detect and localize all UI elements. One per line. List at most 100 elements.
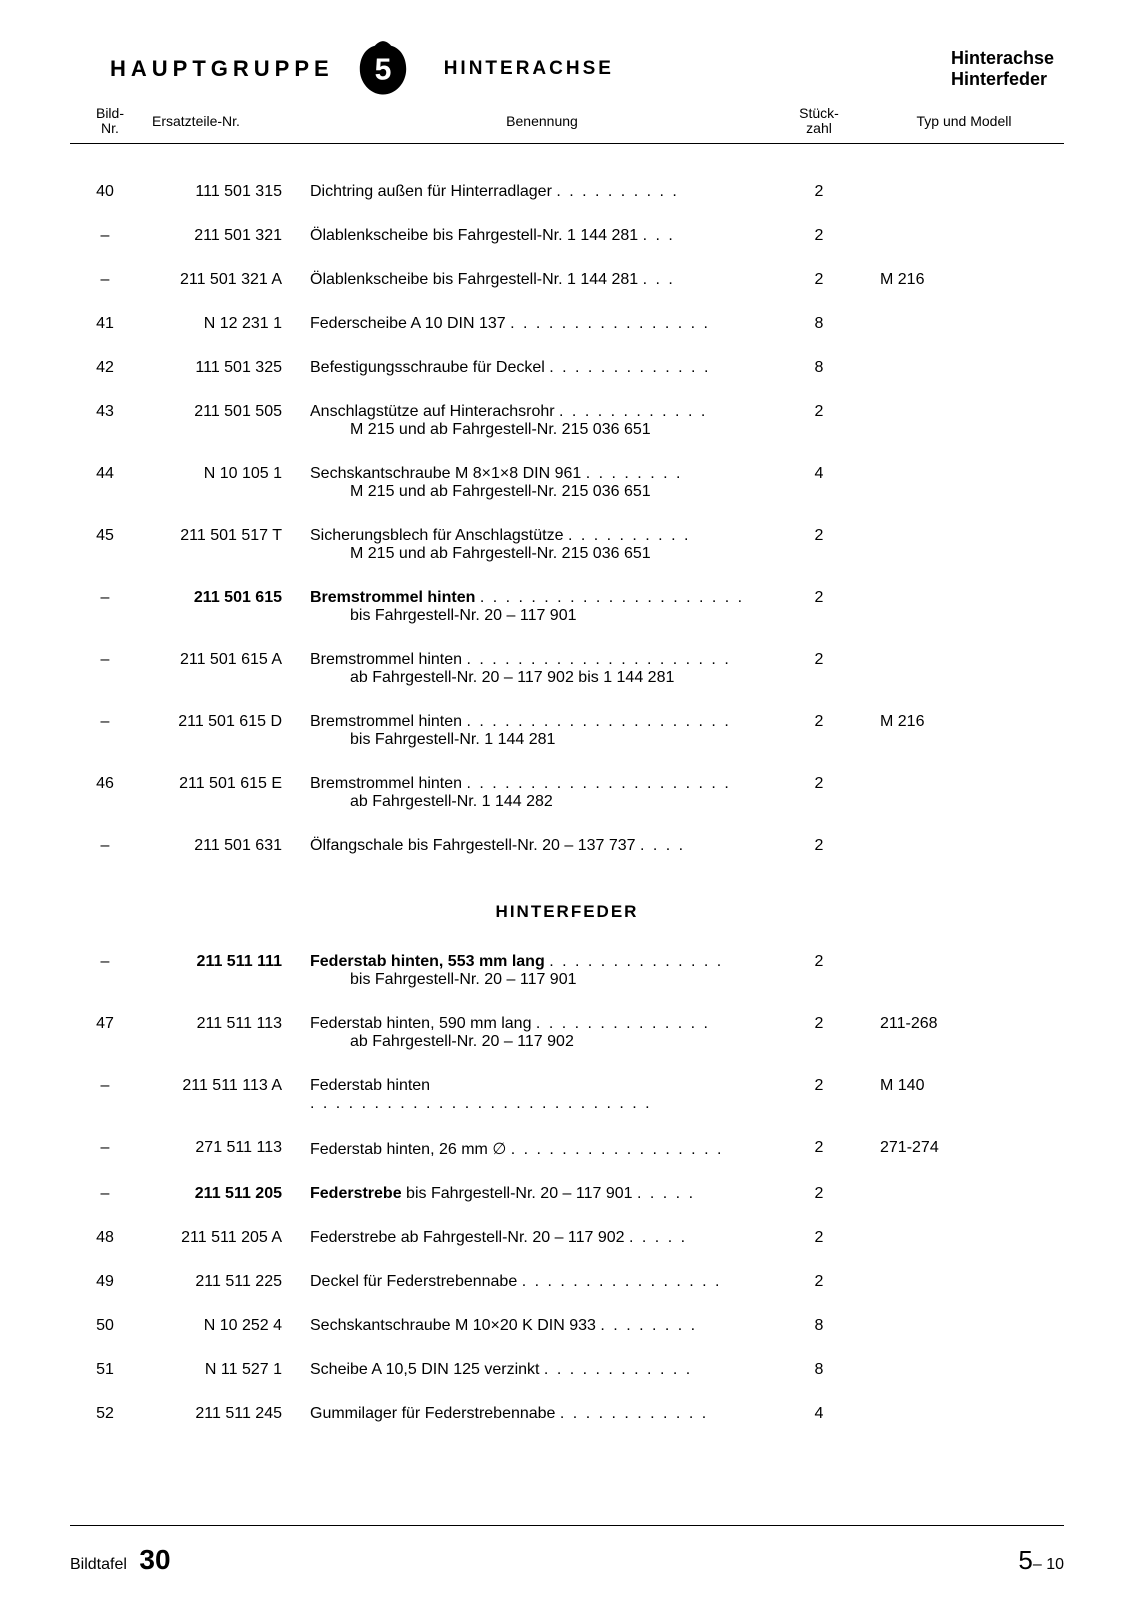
cell-part: 111 501 325 bbox=[140, 346, 310, 390]
cell-bild: – bbox=[70, 1172, 140, 1216]
cell-part: 271 511 113 bbox=[140, 1126, 310, 1172]
cell-part: N 10 105 1 bbox=[140, 452, 310, 514]
cell-bild: 43 bbox=[70, 390, 140, 452]
cell-desc: Bremstrommel hinten . . . . . . . . . . … bbox=[310, 638, 774, 700]
table-row: 43211 501 505Anschlagstütze auf Hinterac… bbox=[70, 390, 1064, 452]
cell-bild: 48 bbox=[70, 1216, 140, 1260]
table-row: 41N 12 231 1Federscheibe A 10 DIN 137 . … bbox=[70, 302, 1064, 346]
cell-desc: Gummilager für Federstrebennabe . . . . … bbox=[310, 1392, 774, 1436]
badge-number: 5 bbox=[374, 53, 391, 86]
cell-desc: Deckel für Federstrebennabe . . . . . . … bbox=[310, 1260, 774, 1304]
cell-desc: Sechskantschraube M 8×1×8 DIN 961 . . . … bbox=[310, 452, 774, 514]
cell-desc: Bremstrommel hinten . . . . . . . . . . … bbox=[310, 700, 774, 762]
cell-part: 211 501 505 bbox=[140, 390, 310, 452]
cell-part: 211 501 321 bbox=[140, 214, 310, 258]
cell-qty: 2 bbox=[774, 514, 864, 576]
cell-part: N 11 527 1 bbox=[140, 1348, 310, 1392]
cell-desc: Federstrebe ab Fahrgestell-Nr. 20 – 117 … bbox=[310, 1216, 774, 1260]
cell-part: 211 501 631 bbox=[140, 824, 310, 868]
cell-qty: 2 bbox=[774, 940, 864, 1002]
cell-desc: Bremstrommel hinten . . . . . . . . . . … bbox=[310, 762, 774, 824]
cell-mod bbox=[864, 576, 1064, 638]
cell-part: 211 501 615 A bbox=[140, 638, 310, 700]
cell-desc: Ölablenkscheibe bis Fahrgestell-Nr. 1 14… bbox=[310, 258, 774, 302]
table-row: –211 501 615 ABremstrommel hinten . . . … bbox=[70, 638, 1064, 700]
table-row: 44N 10 105 1Sechskantschraube M 8×1×8 DI… bbox=[70, 452, 1064, 514]
cell-mod: M 216 bbox=[864, 258, 1064, 302]
cell-bild: – bbox=[70, 824, 140, 868]
cell-desc: Federscheibe A 10 DIN 137 . . . . . . . … bbox=[310, 302, 774, 346]
cell-part: 211 511 113 A bbox=[140, 1064, 310, 1126]
cell-bild: – bbox=[70, 1126, 140, 1172]
cell-bild: 50 bbox=[70, 1304, 140, 1348]
cell-qty: 4 bbox=[774, 1392, 864, 1436]
cell-bild: 40 bbox=[70, 170, 140, 214]
cell-part: N 10 252 4 bbox=[140, 1304, 310, 1348]
cell-bild: 41 bbox=[70, 302, 140, 346]
cell-desc: Bremstrommel hinten . . . . . . . . . . … bbox=[310, 576, 774, 638]
col-bild: Bild- Nr. bbox=[70, 106, 140, 137]
col-stueck-1: Stück- bbox=[799, 105, 839, 121]
cell-mod bbox=[864, 1172, 1064, 1216]
cell-qty: 2 bbox=[774, 576, 864, 638]
page-footer: Bildtafel 30 5– 10 bbox=[70, 1525, 1064, 1576]
cell-desc: Ölablenkscheibe bis Fahrgestell-Nr. 1 14… bbox=[310, 214, 774, 258]
cell-mod bbox=[864, 452, 1064, 514]
col-bild-2: Nr. bbox=[101, 120, 119, 136]
cell-desc: Ölfangschale bis Fahrgestell-Nr. 20 – 13… bbox=[310, 824, 774, 868]
cell-mod bbox=[864, 346, 1064, 390]
cell-mod bbox=[864, 170, 1064, 214]
table-row: 49211 511 225Deckel für Federstrebennabe… bbox=[70, 1260, 1064, 1304]
cell-qty: 2 bbox=[774, 1064, 864, 1126]
table-row: 42111 501 325Befestigungsschraube für De… bbox=[70, 346, 1064, 390]
table-row: 40111 501 315Dichtring außen für Hinterr… bbox=[70, 170, 1064, 214]
cell-qty: 8 bbox=[774, 1304, 864, 1348]
cell-part: 211 511 245 bbox=[140, 1392, 310, 1436]
cell-bild: – bbox=[70, 700, 140, 762]
cell-qty: 2 bbox=[774, 390, 864, 452]
cell-bild: 47 bbox=[70, 1002, 140, 1064]
cell-mod bbox=[864, 302, 1064, 346]
col-ersatz: Ersatzteile-Nr. bbox=[140, 113, 310, 129]
cell-desc: Federstab hinten . . . . . . . . . . . .… bbox=[310, 1064, 774, 1126]
cell-mod bbox=[864, 1216, 1064, 1260]
cell-qty: 8 bbox=[774, 346, 864, 390]
col-typ: Typ und Modell bbox=[864, 113, 1064, 129]
cell-desc: Anschlagstütze auf Hinterachsrohr . . . … bbox=[310, 390, 774, 452]
right-title-block: Hinterachse Hinterfeder bbox=[951, 48, 1054, 89]
footer-right-suffix: – 10 bbox=[1033, 1556, 1064, 1573]
cell-bild: 45 bbox=[70, 514, 140, 576]
right-title-1: Hinterachse bbox=[951, 48, 1054, 69]
table-row: –211 511 111Federstab hinten, 553 mm lan… bbox=[70, 940, 1064, 1002]
parts-table-2: –211 511 111Federstab hinten, 553 mm lan… bbox=[70, 940, 1064, 1436]
section-title: HINTERACHSE bbox=[444, 58, 614, 80]
cell-bild: 52 bbox=[70, 1392, 140, 1436]
cell-qty: 2 bbox=[774, 762, 864, 824]
group-badge: 5 bbox=[354, 40, 412, 98]
cell-part: 111 501 315 bbox=[140, 170, 310, 214]
cell-desc: Sicherungsblech für Anschlagstütze . . .… bbox=[310, 514, 774, 576]
cell-part: 211 501 615 bbox=[140, 576, 310, 638]
cell-mod bbox=[864, 824, 1064, 868]
cell-qty: 2 bbox=[774, 1172, 864, 1216]
table-row: 50N 10 252 4Sechskantschraube M 10×20 K … bbox=[70, 1304, 1064, 1348]
table-row: 46211 501 615 EBremstrommel hinten . . .… bbox=[70, 762, 1064, 824]
footer-right: 5– 10 bbox=[1018, 1545, 1064, 1576]
cell-desc: Dichtring außen für Hinterradlager . . .… bbox=[310, 170, 774, 214]
cell-mod bbox=[864, 762, 1064, 824]
table-row: 48211 511 205 AFederstrebe ab Fahrgestel… bbox=[70, 1216, 1064, 1260]
table-row: –211 501 321Ölablenkscheibe bis Fahrgest… bbox=[70, 214, 1064, 258]
table-row: –211 501 631Ölfangschale bis Fahrgestell… bbox=[70, 824, 1064, 868]
table-row: –271 511 113Federstab hinten, 26 mm ∅ . … bbox=[70, 1126, 1064, 1172]
col-bild-1: Bild- bbox=[96, 105, 124, 121]
cell-qty: 2 bbox=[774, 1002, 864, 1064]
cell-mod: 271-274 bbox=[864, 1126, 1064, 1172]
cell-mod bbox=[864, 940, 1064, 1002]
cell-qty: 4 bbox=[774, 452, 864, 514]
cell-bild: – bbox=[70, 940, 140, 1002]
col-benennung: Benennung bbox=[310, 113, 774, 129]
cell-mod bbox=[864, 390, 1064, 452]
cell-desc: Federstab hinten, 553 mm lang . . . . . … bbox=[310, 940, 774, 1002]
footer-left-label: Bildtafel bbox=[70, 1556, 127, 1573]
cell-part: 211 501 615 D bbox=[140, 700, 310, 762]
